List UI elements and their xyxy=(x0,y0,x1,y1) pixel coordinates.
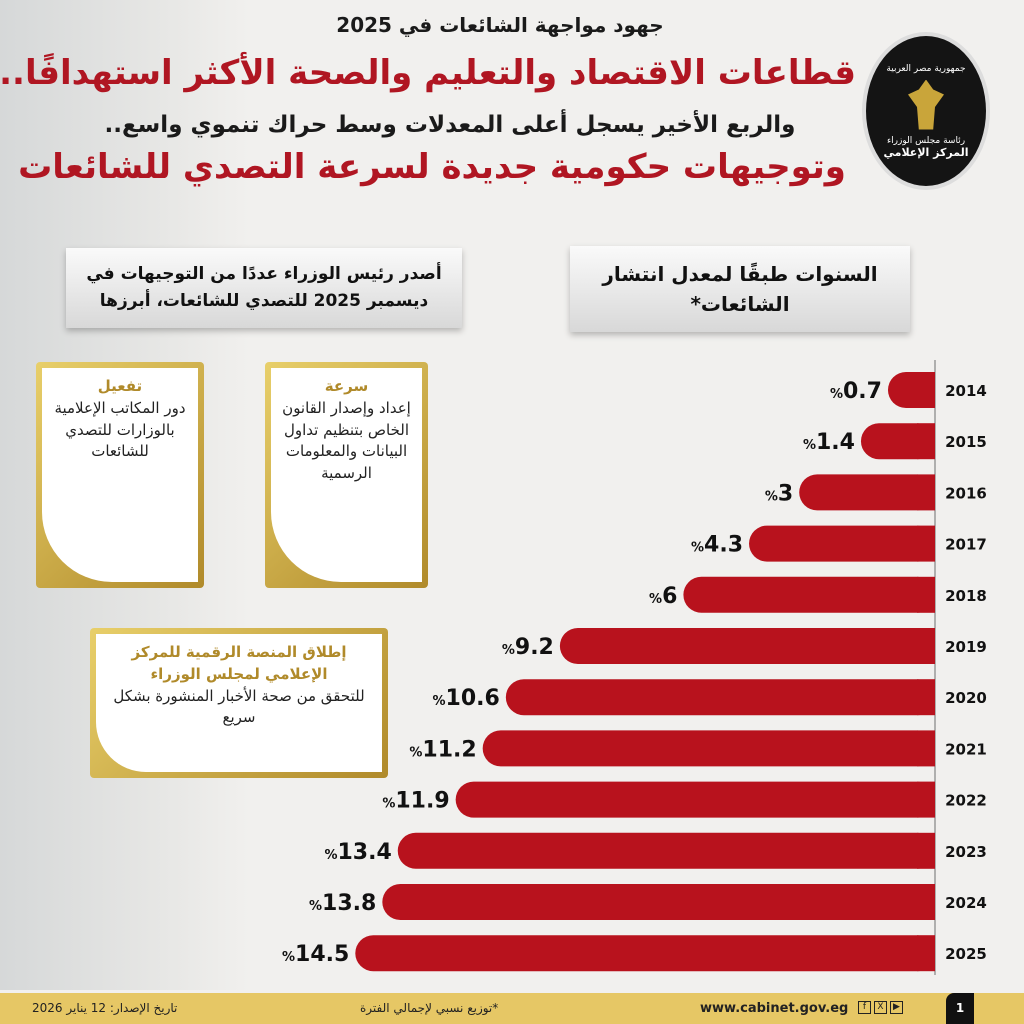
directives-banner: أصدر رئيس الوزراء عددًا من التوجيهات في … xyxy=(66,248,462,328)
bar-2021 xyxy=(482,730,935,767)
card-heading: إطلاق المنصة الرقمية للمركز الإعلامي لمج… xyxy=(131,643,347,683)
logo-text-bottom: المركز الإعلامي xyxy=(883,145,969,159)
value-label: %10.6 xyxy=(433,686,500,711)
value-label: %13.4 xyxy=(324,840,391,865)
youtube-icon[interactable]: ▶ xyxy=(890,1001,903,1014)
year-label: 2015 xyxy=(945,433,987,451)
value-label: %3 xyxy=(765,481,793,506)
bar-2023 xyxy=(397,832,935,869)
bar-2024 xyxy=(382,884,935,920)
bar-2020 xyxy=(505,679,935,716)
bar-end xyxy=(917,525,935,562)
year-label: 2020 xyxy=(945,689,987,707)
subtitle: جهود مواجهة الشائعات في 2025 xyxy=(336,13,664,37)
bar-2016 xyxy=(799,474,935,511)
bar-end xyxy=(917,935,935,972)
value-label: %4.3 xyxy=(691,533,743,558)
bar-end xyxy=(917,679,935,716)
headline-3: وتوجيهات حكومية جديدة لسرعة التصدي للشائ… xyxy=(18,147,846,187)
bar-end xyxy=(917,576,935,613)
bar-end xyxy=(917,423,935,460)
card-body: للتحقق من صحة الأخبار المنشورة بشكل سريع xyxy=(113,686,365,727)
card-activate: تفعيل دور المكاتب الإعلامية بالوزارات للت… xyxy=(36,362,204,588)
year-label: 2016 xyxy=(945,484,987,502)
x-icon[interactable]: X xyxy=(874,1001,887,1014)
bar-end xyxy=(917,730,935,767)
value-label: %9.2 xyxy=(502,635,554,660)
headline-2: والربع الأخير يسجل أعلى المعدلات وسط حرا… xyxy=(104,112,796,138)
value-label: %11.9 xyxy=(382,789,449,814)
bar-end xyxy=(917,372,935,408)
logo-text-mid: رئاسة مجلس الوزراء xyxy=(886,135,966,146)
bar-2015 xyxy=(860,423,935,460)
website-link[interactable]: www.cabinet.gov.eg xyxy=(700,1001,849,1016)
bar-end xyxy=(917,832,935,869)
card-body: دور المكاتب الإعلامية بالوزارات للتصدي ل… xyxy=(54,398,186,461)
value-label: %6 xyxy=(649,584,677,609)
card-heading: تفعيل xyxy=(97,377,143,395)
bar-chart: 2014 %0.7 2015 %1.4 2016 %3 2017 %4.3 2018 %6 2019… xyxy=(282,360,987,975)
footer: 1 www.cabinet.gov.eg f X ▶ *توزيع نسبي ل… xyxy=(0,993,1024,1024)
bar-end xyxy=(917,474,935,511)
value-label: %11.2 xyxy=(409,737,476,762)
bar-2018 xyxy=(683,576,935,613)
issue-date: تاريخ الإصدار: 12 يناير 2026 xyxy=(32,1001,178,1015)
bar-end xyxy=(917,628,935,664)
year-label: 2023 xyxy=(945,843,987,861)
bar-2017 xyxy=(749,525,935,562)
page-number: 1 xyxy=(946,993,974,1024)
card-body: إعداد وإصدار القانون الخاص بتنظيم تداول … xyxy=(282,398,411,482)
card-platform: إطلاق المنصة الرقمية للمركز الإعلامي لمج… xyxy=(90,628,388,778)
facebook-icon[interactable]: f xyxy=(858,1001,871,1014)
card-heading: سرعة xyxy=(324,377,369,395)
card-speed: سرعة إعداد وإصدار القانون الخاص بتنظيم تد… xyxy=(265,362,428,588)
value-label: %1.4 xyxy=(803,430,855,455)
cabinet-logo: جمهورية مصر العربية رئاسة مجلس الوزراء ا… xyxy=(862,32,990,190)
year-label: 2025 xyxy=(945,945,987,963)
year-label: 2017 xyxy=(945,536,987,554)
year-label: 2024 xyxy=(945,894,987,912)
bar-2022 xyxy=(455,781,935,818)
year-label: 2019 xyxy=(945,638,987,656)
value-label: %0.7 xyxy=(830,379,882,404)
year-label: 2014 xyxy=(945,382,987,400)
value-label: %13.8 xyxy=(309,891,376,916)
bar-end xyxy=(917,781,935,818)
footnote: *توزيع نسبي لإجمالي الفترة xyxy=(360,1001,499,1015)
year-label: 2021 xyxy=(945,740,987,758)
bar-2025 xyxy=(355,935,935,972)
chart-banner: السنوات طبقًا لمعدل انتشار الشائعات* xyxy=(570,246,910,332)
logo-text-top: جمهورية مصر العربية xyxy=(886,63,966,74)
headline-1: قطاعات الاقتصاد والتعليم والصحة الأكثر ا… xyxy=(0,53,856,93)
bar-end xyxy=(917,884,935,920)
bar-2019 xyxy=(559,628,935,664)
year-label: 2022 xyxy=(945,792,987,810)
value-label: %14.5 xyxy=(282,942,349,967)
year-label: 2018 xyxy=(945,587,987,605)
